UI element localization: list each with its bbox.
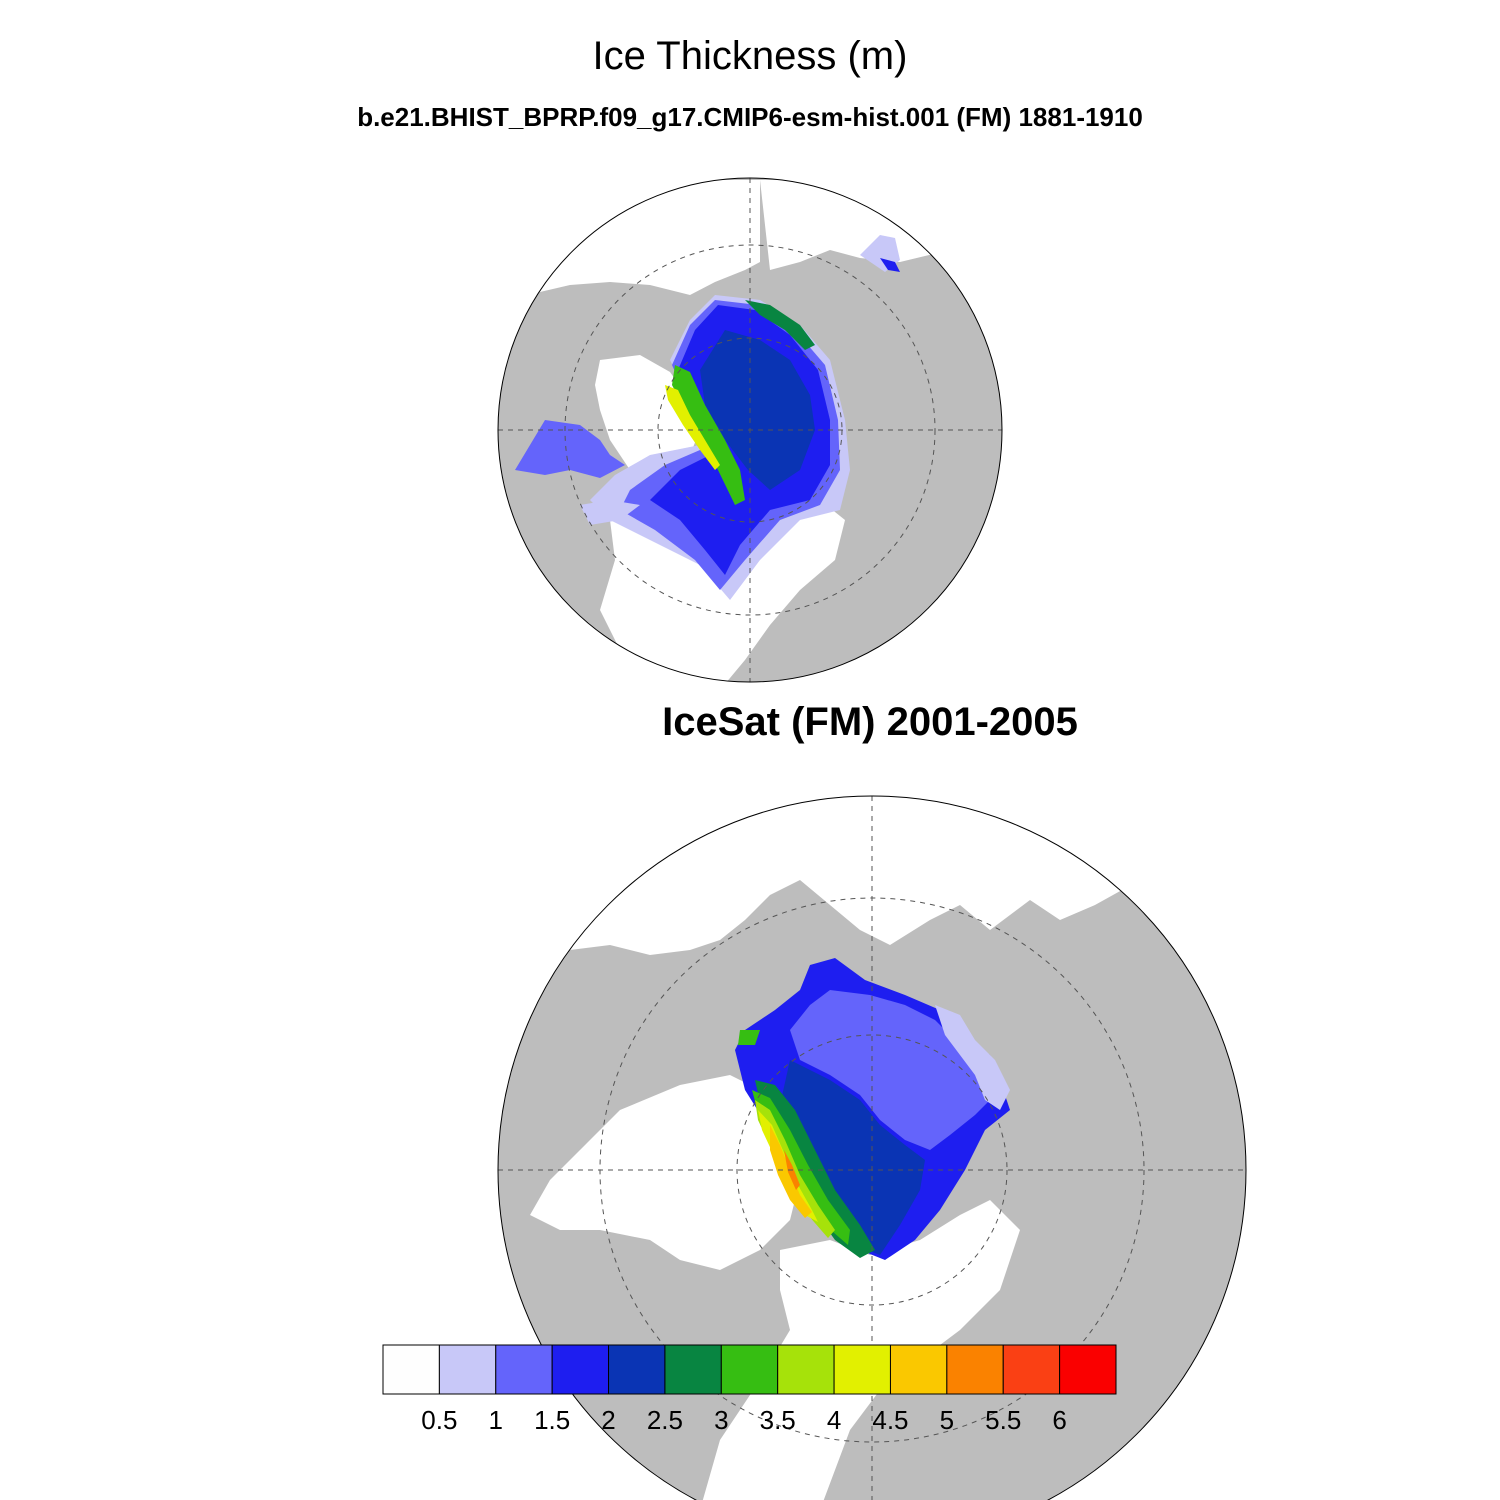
colorbar-tick-label: 5 (940, 1405, 954, 1435)
colorbar-tick-label: 0.5 (421, 1405, 457, 1435)
panel2-border (497, 795, 1247, 1500)
panel2-ice-light (935, 1005, 1010, 1110)
colorbar-swatch (1002, 1344, 1061, 1395)
colorbar-swatch (608, 1344, 666, 1395)
panel1-ice-baffin (515, 420, 625, 478)
panel1-ice-green (672, 365, 745, 505)
panel2-ice-orange (770, 1125, 812, 1218)
panel2-ice-green-edge (738, 1030, 760, 1045)
colorbar-swatch (664, 1344, 722, 1395)
panel1-polar-map (497, 177, 1003, 683)
colorbar-swatch (438, 1344, 497, 1395)
colorbar-tick-label: 3 (714, 1405, 728, 1435)
colorbar: 0.5 1 1.5 2 2.5 3 3.5 4 4.5 5 5.5 6 (382, 1344, 1117, 1435)
colorbar-swatch (720, 1344, 779, 1395)
colorbar-swatch (946, 1344, 1004, 1395)
colorbar-tick-label: 2.5 (647, 1405, 683, 1435)
colorbar-swatch (889, 1344, 948, 1395)
colorbar-tick-label: 3.5 (760, 1405, 796, 1435)
colorbar-tick-label: 4.5 (872, 1405, 908, 1435)
figure-title: Ice Thickness (m) (592, 34, 908, 78)
colorbar-swatch (833, 1344, 891, 1395)
panel1-ice-dark (700, 330, 815, 490)
colorbar-swatch (551, 1344, 610, 1395)
figure-subtitle: b.e21.BHIST_BPRP.f09_g17.CMIP6-esm-hist.… (357, 102, 1143, 132)
colorbar-tick-label: 4 (827, 1405, 841, 1435)
colorbar-tick-label: 2 (601, 1405, 615, 1435)
colorbar-tick-label: 1 (489, 1405, 503, 1435)
panel2-graticule (498, 796, 1246, 1500)
panel2-title: IceSat (FM) 2001-2005 (662, 700, 1078, 744)
colorbar-swatch (777, 1344, 835, 1395)
colorbar-tick-label: 5.5 (985, 1405, 1021, 1435)
panel1-border (497, 177, 1003, 683)
panel2-ice-dark (780, 1060, 925, 1255)
colorbar-swatch (1059, 1344, 1117, 1395)
colorbar-swatch (382, 1344, 440, 1395)
colorbar-tick-label: 1.5 (534, 1405, 570, 1435)
colorbar-tick-label: 6 (1052, 1405, 1066, 1435)
colorbar-swatch (495, 1344, 553, 1395)
panel1-ice-labrador (580, 500, 640, 525)
panel1-graticule (498, 178, 1002, 682)
panel2-archipelago (530, 1075, 800, 1270)
panel1-ice-greenline (745, 300, 815, 350)
panel1-ice-okhotsk-edge (880, 258, 900, 272)
panel1-ice-yellow (665, 385, 720, 470)
